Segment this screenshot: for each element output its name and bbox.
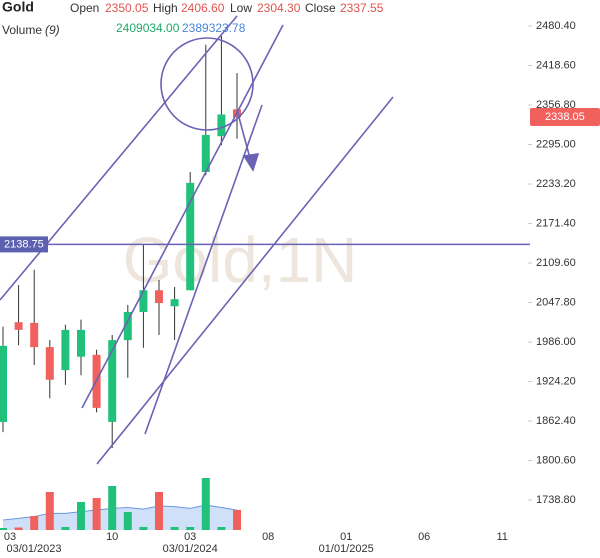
highlight-circle [160,37,254,131]
volume-bar [92,498,101,530]
volume-bar [61,527,70,530]
volume-label: Volume [2,23,42,37]
candle-body [30,322,39,348]
open-label: Open [70,1,99,15]
x-tick-label: 03 [4,531,16,543]
y-tick-label: 2109.60 [536,257,576,269]
x-tick-label: 01 [340,531,352,543]
trend-line [0,15,238,301]
candle-body [108,340,117,422]
last-price-label: 2338.05 [545,111,585,123]
volume-bar [30,516,39,530]
volume-bar [201,478,210,530]
close-value: 2337.55 [340,1,384,15]
candle-body [201,134,210,173]
candle-body [45,347,54,380]
y-tick-label: 2356.80 [536,99,576,111]
header: Gold Open 2350.05 High 2406.60 Low 2304.… [2,0,384,37]
candle-body [61,329,70,371]
high-value: 2406.60 [181,1,225,15]
x-tick-label: 08 [262,531,274,543]
arrow [236,109,252,163]
volume-bar [14,527,23,530]
x-date-label: 03/01/2024 [163,543,218,555]
volume-bar [45,492,54,530]
x-tick-label: 10 [106,531,118,543]
y-tick-label: 2171.40 [536,217,576,229]
candle-body [139,290,148,312]
volume-bar [139,527,148,530]
x-tick-label: 06 [418,531,430,543]
y-tick-label: 1924.20 [536,375,576,387]
volume-bar [155,492,163,530]
x-date-label: 01/01/2025 [319,543,374,555]
y-tick-label: 1800.60 [536,454,576,466]
last-price-tag [530,108,600,127]
volume-bar [170,527,179,530]
candle-body [0,345,7,422]
x-tick-label: 03 [184,531,196,543]
y-tick-label: 1862.40 [536,415,576,427]
volume-ma-line [2,504,238,521]
low-value: 2304.30 [257,1,301,15]
x-tick-label: 11 [496,531,507,543]
y-tick-label: 2418.60 [536,59,576,71]
trend-line [81,24,284,409]
y-tick-label: 2047.80 [536,296,576,308]
candle-body [217,114,226,137]
symbol: Gold [2,0,34,15]
candle-body [170,299,179,307]
volume-bar [0,528,7,530]
watermark: Gold,1N [123,224,358,296]
volume-period: (9) [45,23,60,37]
horizontal-line-tag [0,236,48,253]
candle-body [14,322,23,330]
trend-line [96,96,394,465]
volume-ma-area [3,505,237,530]
arrow-head [242,153,260,172]
y-tick-label: 1738.80 [536,494,576,506]
candle-body [155,290,163,304]
open-value: 2350.05 [105,1,149,15]
plot [0,35,530,530]
y-tick-label: 2480.40 [536,20,576,32]
volume-bar [77,502,85,530]
volume-bar [108,486,117,530]
horizontal-line-label: 2138.75 [4,238,44,250]
y-tick-label: 2295.00 [536,138,576,150]
close-label: Close [305,1,336,15]
drawings [0,15,394,465]
y-tick-label: 2233.20 [536,178,576,190]
y-tick-label: 1986.00 [536,336,576,348]
volume-bar [186,527,195,530]
low-label: Low [230,1,252,15]
volume-bar [217,527,226,530]
volume-value: 2409034.00 [116,21,180,35]
volume-ma-value: 2389323.78 [182,21,246,35]
candle-body [77,329,85,357]
candle-body [123,311,132,341]
candle-body [186,182,195,291]
x-date-label: 03/01/2023 [6,543,61,555]
volume-bar [233,509,241,530]
volume-bar [123,512,132,530]
high-label: High [153,1,178,15]
